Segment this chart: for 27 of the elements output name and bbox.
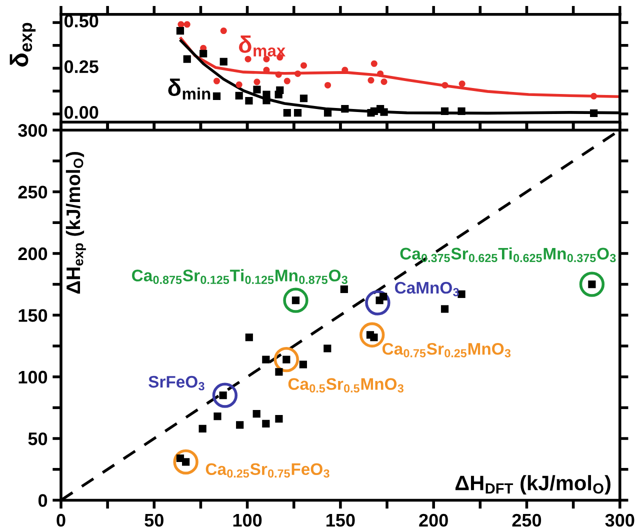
x-tick-label: 150 xyxy=(326,514,355,527)
x-tick-label: 250 xyxy=(512,514,542,527)
annotation: δ$_{min}$ xyxy=(168,78,210,100)
y-axis-title: ΔH$_{exp}$ (kJ/mol$_{O}$) xyxy=(66,152,86,294)
y-tick-label: 200 xyxy=(18,247,48,260)
y-tick-label: 50 xyxy=(28,432,48,446)
annotation: Ca$_{0.75}$Sr$_{0.25}$MnO$_{3}$ xyxy=(382,342,511,358)
x-axis-title: ΔH$_{DFT}$ (kJ/mol$_{O}$) xyxy=(455,475,610,494)
annotation: δ$_{max}$ xyxy=(238,36,286,57)
y-tick-label: 150 xyxy=(18,309,48,322)
annotation: CaMnO$_{3}$ xyxy=(395,282,459,296)
y-tick-label: 0 xyxy=(38,494,48,507)
y-tick-label: 250 xyxy=(18,186,48,198)
annotation: SrFeO$_{3}$ xyxy=(148,376,204,390)
text: Ca$_{0.375}$Sr$_{0.625}$Ti$_{0.625}$Mn$_{0.375}$O$_{3}$ xyxy=(400,247,616,262)
x-tick-label: 50 xyxy=(144,514,164,527)
y-tick-label: 0.25 xyxy=(64,60,98,74)
y-tick-label: 0.00 xyxy=(64,106,98,119)
x-tick-label: 100 xyxy=(233,514,262,527)
x-tick-label: 300 xyxy=(605,514,634,527)
y-tick-label: 100 xyxy=(18,370,48,384)
annotation: Ca$_{0.25}$Sr$_{0.75}$FeO$_{3}$ xyxy=(206,463,330,478)
annotation: Ca$_{0.5}$Sr$_{0.5}$MnO$_{3}$ xyxy=(288,378,404,393)
text: Ca$_{0.875}$Sr$_{0.125}$Ti$_{0.125}$Mn$_{0.875}$O$_{3}$ xyxy=(132,269,348,284)
y-tick-label: 300 xyxy=(18,124,48,137)
x-tick-label: 200 xyxy=(419,514,448,527)
y-axis-title: δ$_{exp}$ xyxy=(10,22,36,67)
